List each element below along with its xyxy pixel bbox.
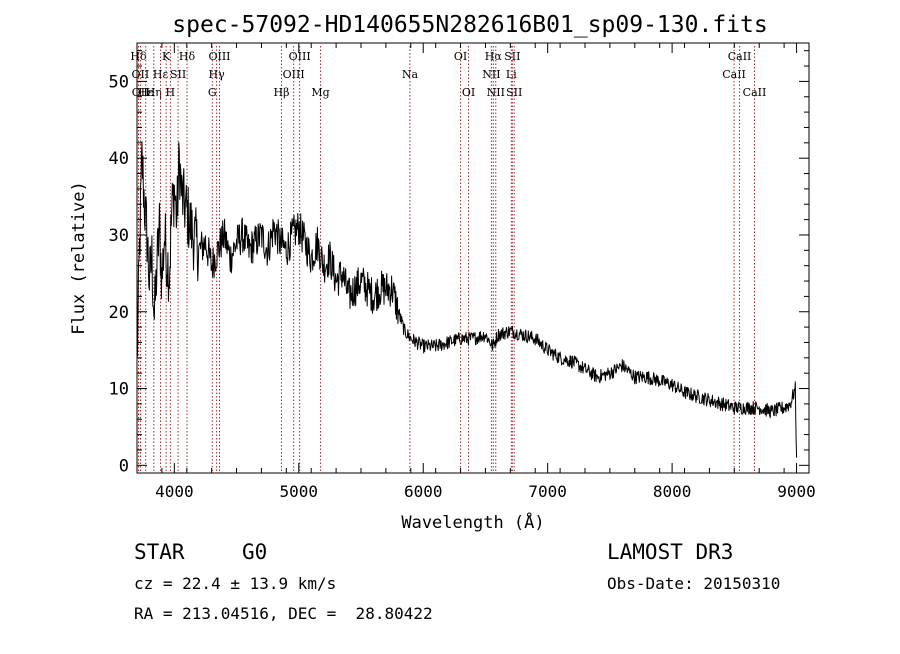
spectral-line-label-15: OIII bbox=[289, 50, 311, 63]
spectral-line-label-0: Hδ bbox=[130, 50, 147, 63]
spectral-line-label-6: K bbox=[162, 50, 171, 63]
spectral-line-label-17: Na bbox=[402, 68, 419, 81]
spectral-line-label-9: Hδ bbox=[179, 50, 196, 63]
y-tick-label: 30 bbox=[109, 226, 129, 246]
y-tick-label: 50 bbox=[109, 72, 129, 92]
spectral-line-label-7: H bbox=[166, 86, 176, 99]
x-axis-label: Wavelength (Å) bbox=[401, 511, 544, 533]
obs-date: Obs-Date: 20150310 bbox=[607, 574, 781, 593]
spectral-line-label-4: Hη bbox=[146, 86, 162, 99]
x-tick-label: 6000 bbox=[404, 482, 443, 501]
coordinates: RA = 213.04516, DEC = 28.80422 bbox=[134, 604, 433, 623]
y-tick-label: 10 bbox=[109, 380, 129, 400]
spectral-line-label-13: Hβ bbox=[274, 86, 290, 99]
x-tick-label: 4000 bbox=[155, 482, 194, 501]
spectral-line-label-10: Hγ bbox=[209, 68, 226, 81]
spectral-line-label-8: SII bbox=[170, 68, 186, 81]
redshift-value: cz = 22.4 ± 13.9 km/s bbox=[134, 574, 337, 593]
spectral-line-label-25: SII bbox=[506, 86, 522, 99]
spectral-line-label-24: SII bbox=[504, 50, 520, 63]
object-class: STAR bbox=[134, 540, 185, 564]
object-subclass: G0 bbox=[242, 540, 268, 564]
x-tick-label: 9000 bbox=[777, 482, 816, 501]
spectrum-line-0 bbox=[136, 141, 798, 458]
chart-title: spec-57092-HD140655N282616B01_sp09-130.f… bbox=[172, 12, 767, 38]
spectral-line-label-22: NII bbox=[487, 86, 505, 99]
spectral-line-label-16: Mg bbox=[311, 86, 329, 99]
survey-name: LAMOST DR3 bbox=[607, 540, 734, 564]
y-axis: 0 10 20 30 40 50 bbox=[109, 50, 809, 476]
x-tick-label: 7000 bbox=[528, 482, 567, 501]
spectral-line-label-2: OII bbox=[132, 86, 150, 99]
spectral-line-label-11: OIII bbox=[208, 50, 230, 63]
spectral-line-label-5: Hε bbox=[153, 68, 169, 81]
spectrum-series bbox=[136, 141, 798, 458]
y-axis-label: Flux (relative) bbox=[69, 181, 89, 335]
spectral-line-label-23: Li bbox=[506, 68, 517, 81]
spectral-line-label-27: CaII bbox=[728, 50, 752, 63]
y-tick-label: 40 bbox=[109, 149, 129, 169]
spectral-line-label-12: G bbox=[208, 86, 217, 99]
y-tick-label: 20 bbox=[109, 303, 129, 323]
y-tick-label: 0 bbox=[119, 456, 129, 476]
spectral-line-label-18: OI bbox=[454, 50, 467, 63]
spectral-line-label-3: Hε bbox=[138, 86, 154, 99]
x-axis: 4000 5000 6000 7000 8000 9000 bbox=[136, 43, 816, 501]
spectral-line-label-14: OIII bbox=[283, 68, 305, 81]
plot-frame bbox=[136, 42, 810, 474]
x-tick-label: 8000 bbox=[653, 482, 692, 501]
spectral-line-label-28: CaII bbox=[743, 86, 767, 99]
spectral-line-label-21: Hα bbox=[485, 50, 503, 63]
x-tick-label: 5000 bbox=[280, 482, 319, 501]
spectral-line-label-20: NII bbox=[482, 68, 500, 81]
spectral-line-label-19: OI bbox=[462, 86, 475, 99]
spectral-line-label-26: CaII bbox=[722, 68, 746, 81]
